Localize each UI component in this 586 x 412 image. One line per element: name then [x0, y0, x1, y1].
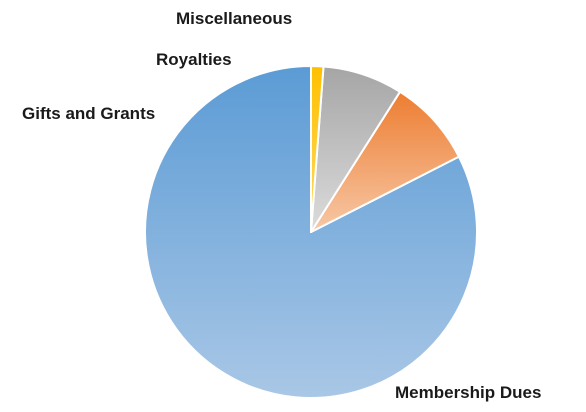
label-membership-dues: Membership Dues [395, 383, 541, 402]
label-gifts-and-grants: Gifts and Grants [22, 104, 155, 123]
pie-slice-miscellaneous [310, 64, 325, 233]
pie-slice-gifts-and-grants [310, 90, 460, 233]
label-miscellaneous: Miscellaneous [176, 9, 292, 28]
label-royalties: Royalties [156, 50, 232, 69]
pie-slices [144, 64, 478, 399]
